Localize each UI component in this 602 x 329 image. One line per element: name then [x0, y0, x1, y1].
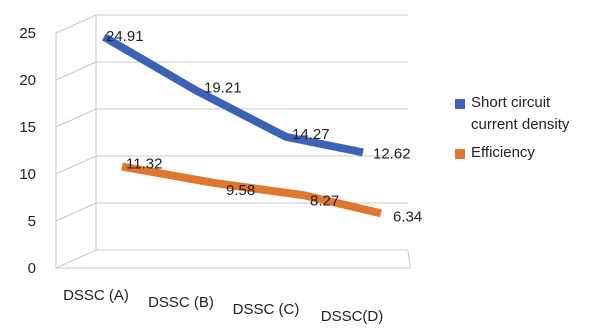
- chart-legend: Short circuit current density Efficiency: [455, 92, 600, 170]
- y-tick-label: 20: [19, 72, 36, 89]
- series-line-efficiency: [121, 162, 382, 218]
- data-label-short-circuit: 19.21: [204, 79, 242, 96]
- data-label-efficiency: 8.27: [310, 192, 339, 209]
- floor-right-edge: [407, 249, 411, 269]
- series-line-short-circuit: [101, 33, 364, 157]
- legend-label-line1: Short circuit: [471, 94, 551, 111]
- data-label-efficiency: 9.58: [226, 182, 255, 199]
- legend-swatch-orange: [455, 149, 465, 159]
- gridline: [55, 61, 408, 81]
- legend-item-short-circuit: Short circuit current density: [455, 92, 600, 136]
- x-axis-categories: DSSC (A) DSSC (B) DSSC (C) DSSC(D): [63, 287, 383, 325]
- y-tick-label: 10: [19, 166, 36, 183]
- data-label-efficiency: 6.34: [393, 208, 422, 225]
- gridline: [55, 249, 408, 269]
- data-label-short-circuit: 24.91: [106, 28, 144, 45]
- legend-label-line2: current density: [471, 116, 570, 133]
- legend-label-efficiency: Efficiency: [471, 144, 535, 161]
- x-category-label: DSSC (A): [63, 287, 129, 304]
- y-tick-label: 25: [19, 25, 36, 42]
- y-axis-ticks: 0 5 10 15 20 25: [19, 25, 36, 277]
- x-category-label: DSSC (B): [148, 294, 214, 311]
- x-category-label: DSSC(D): [321, 308, 384, 325]
- y-tick-label: 0: [28, 260, 36, 277]
- data-label-short-circuit: 12.62: [373, 145, 411, 162]
- y-tick-label: 15: [19, 119, 36, 136]
- chart-series: [101, 33, 382, 218]
- x-category-label: DSSC (C): [233, 301, 300, 318]
- legend-swatch-blue: [455, 99, 465, 109]
- data-labels: 24.91 19.21 14.27 12.62 11.32 9.58 8.27 6.34: [106, 28, 422, 226]
- legend-item-efficiency: Efficiency: [455, 142, 600, 164]
- data-label-efficiency: 11.32: [126, 156, 162, 173]
- y-tick-label: 5: [28, 213, 36, 230]
- data-label-short-circuit: 14.27: [292, 126, 330, 143]
- gridline: [55, 155, 408, 175]
- chart-grid: [55, 14, 411, 269]
